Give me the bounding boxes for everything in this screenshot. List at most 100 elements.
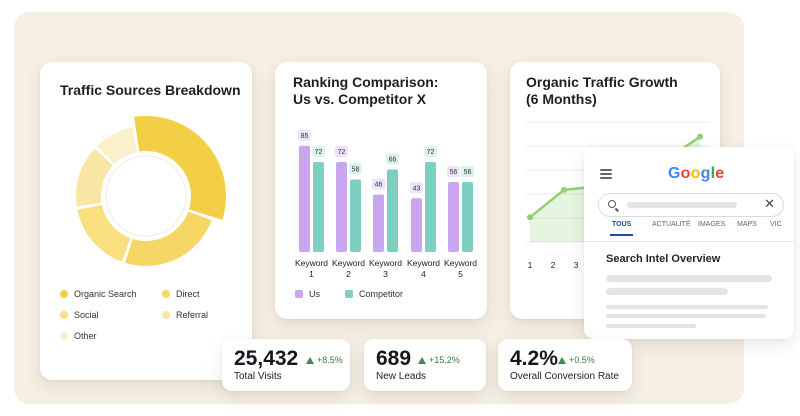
bar-data-label: 72 [315, 149, 323, 156]
data-label-bg [335, 146, 348, 157]
result-line-placeholder [606, 275, 772, 282]
google-search-card: Google ✕ TOUS ACTUALITÉ IMAGES MAPS VIC … [584, 147, 794, 339]
tabs-divider [584, 241, 794, 242]
stat-label: Overall Conversion Rate [510, 371, 619, 382]
stat-value: 25,432 [234, 347, 299, 370]
x-tick-label: Keyword [444, 258, 477, 268]
data-label-bg [372, 178, 385, 190]
up-arrow-icon [418, 356, 426, 364]
stat-total-visits: 25,432 +8.5% Total Visits [222, 339, 350, 391]
legend-label: Direct [176, 289, 200, 299]
legend-swatch-us [295, 290, 303, 298]
up-arrow-icon [306, 356, 314, 364]
data-label-bg [447, 166, 460, 177]
bar-data-label: 56 [464, 169, 472, 176]
x-tick-label: 2 [346, 269, 351, 279]
tab-tous[interactable]: TOUS [609, 221, 634, 236]
legend-label: Competitor [359, 289, 404, 299]
data-label-bg [298, 129, 311, 141]
x-tick-label: 3 [383, 269, 388, 279]
legend-label: Organic Search [74, 289, 137, 299]
search-query-placeholder [627, 202, 737, 208]
x-tick-label: 3 [574, 260, 579, 270]
x-tick-label: 5 [458, 269, 463, 279]
legend-label: Us [309, 289, 320, 299]
legend-competitor: Competitor [345, 289, 403, 299]
stat-label: New Leads [376, 371, 427, 382]
tab-maps[interactable]: MAPS [737, 221, 757, 228]
legend-dot-direct [162, 290, 170, 298]
legend-referral: Referral [162, 310, 208, 320]
legend-us: Us [295, 289, 320, 299]
search-icon [608, 200, 616, 208]
data-label-bg [461, 166, 474, 177]
line-point [527, 214, 533, 221]
x-tick-label: Keyword [369, 258, 402, 268]
x-tick-label: 1 [528, 260, 533, 270]
donut-hole [105, 155, 187, 237]
title-line-1: Organic Traffic Growth [526, 74, 678, 90]
x-tick-label: 2 [551, 260, 556, 270]
result-line-placeholder [606, 314, 766, 318]
donut-slice-organic-search [134, 116, 226, 220]
close-icon[interactable]: ✕ [764, 196, 775, 211]
bar-data-label: 46 [375, 182, 383, 189]
traffic-sources-title: Traffic Sources Breakdown [60, 82, 241, 98]
bar-data-label: 85 [301, 133, 309, 140]
up-arrow-icon [558, 356, 566, 364]
legend-social: Social [60, 310, 99, 320]
bar-data-label: 72 [427, 149, 435, 156]
search-tabs: TOUS ACTUALITÉ IMAGES MAPS VIC [598, 221, 788, 239]
menu-icon[interactable] [600, 169, 612, 181]
x-tick-label: 4 [421, 269, 426, 279]
google-logo: Google [668, 165, 725, 182]
legend-direct: Direct [162, 289, 200, 299]
legend-swatch-competitor [345, 290, 353, 298]
bar-us-3 [373, 194, 384, 252]
bar-us-4 [411, 198, 422, 252]
traffic-sources-card: Traffic Sources Breakdown Organic Search… [40, 62, 252, 380]
search-input[interactable]: ✕ [598, 193, 784, 217]
legend-label: Social [74, 310, 99, 320]
bar-data-label: 66 [389, 157, 397, 164]
bar-competitor-2 [350, 179, 361, 252]
ranking-comparison-card: 85 72 Keyword 1 72 58 Keyword 2 46 66 Keyword 3 43 72… [275, 62, 487, 319]
stat-conversion-rate: 4.2% +0.5% Overall Conversion Rate [498, 339, 632, 391]
bar-competitor-3 [387, 169, 398, 252]
bar-data-label: 43 [413, 185, 421, 192]
stat-delta-value: +15.2% [429, 355, 460, 365]
donut-slice-referral [76, 148, 113, 207]
title-line-2: (6 Months) [526, 91, 597, 107]
stat-delta-value: +8.5% [317, 355, 343, 365]
line-point [697, 133, 703, 140]
result-line-placeholder [606, 288, 728, 295]
stat-value: 4.2% [510, 347, 558, 370]
data-label-bg [410, 182, 423, 194]
tab-images[interactable]: IMAGES [698, 221, 726, 228]
stat-label: Total Visits [234, 371, 282, 382]
bar-data-label: 56 [450, 169, 458, 176]
donut-slice-direct [125, 211, 212, 266]
bar-data-label: 72 [338, 149, 346, 156]
x-tick-label: Keyword [407, 258, 440, 268]
tab-video[interactable]: VIC [770, 221, 782, 228]
data-label-bg [424, 146, 437, 157]
stat-delta: +8.5% [306, 355, 343, 365]
legend-dot-referral [162, 311, 170, 319]
legend-dot-other [60, 332, 68, 340]
donut-slice-other [96, 127, 138, 164]
bar-competitor-4 [425, 162, 436, 252]
stat-delta-value: +0.5% [569, 355, 595, 365]
stat-value: 689 [376, 347, 412, 370]
tab-actualite[interactable]: ACTUALITÉ [652, 221, 691, 228]
stat-delta: +0.5% [558, 355, 595, 365]
data-label-bg [349, 163, 362, 175]
x-tick-label: Keyword [295, 258, 328, 268]
title-line-2: Us vs. Competitor X [293, 91, 427, 107]
legend-other: Other [60, 331, 97, 341]
bar-competitor-5 [462, 182, 473, 252]
traffic-growth-title: Organic Traffic Growth (6 Months) [526, 74, 678, 108]
donut-slice-social [77, 204, 131, 262]
result-title[interactable]: Search Intel Overview [606, 253, 721, 265]
bar-competitor-1 [313, 162, 324, 252]
